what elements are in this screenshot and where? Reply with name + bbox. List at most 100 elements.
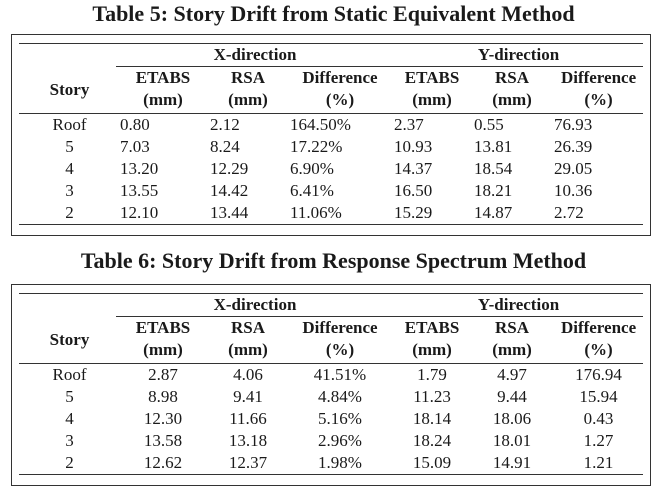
table-row: 5 7.03 8.24 17.22% 10.93 13.81 26.39 xyxy=(19,136,643,158)
table-6-body: Roof 2.87 4.06 41.51% 1.79 4.97 176.94 5 8.98 9.4… xyxy=(19,364,644,475)
value-cell: 11.66 xyxy=(229,409,267,428)
x-direction-header: X-direction xyxy=(116,293,391,317)
table-5-body: Roof 0.80 2.12 164.50% 2.37 0.55 76.93 5 7.03 8.2… xyxy=(19,114,644,225)
value-cell: 18.54 xyxy=(474,159,513,178)
story-cell: 4 xyxy=(65,159,74,178)
value-cell: 4.06 xyxy=(233,365,263,384)
value-cell: 76.93 xyxy=(554,115,593,134)
table-row: Roof 0.80 2.12 164.50% 2.37 0.55 76.93 xyxy=(19,114,643,137)
story-cell: 2 xyxy=(19,202,116,225)
value-cell: 1.98% xyxy=(286,452,391,475)
value-cell: 13.58 xyxy=(143,431,183,450)
value-cell: 164.50% xyxy=(290,115,351,134)
story-cell: 4 xyxy=(65,409,74,428)
value-cell: 10.36 xyxy=(554,181,593,200)
value-cell: 11.23 xyxy=(413,387,451,406)
value-cell: 8.98 xyxy=(148,387,178,406)
value-cell: 18.06 xyxy=(492,409,532,428)
column-header: RSA (mm) xyxy=(206,316,286,364)
value-cell: 2.96% xyxy=(318,431,362,450)
table-row: 4 12.30 11.66 5.16% 18.14 18.06 0.43 xyxy=(19,408,643,430)
column-header: RSA (mm) xyxy=(470,66,551,114)
value-cell: 15.09 xyxy=(390,452,471,475)
value-cell: 6.90% xyxy=(290,159,334,178)
story-header: Story xyxy=(19,66,116,114)
column-header: ETABS (mm) xyxy=(390,66,471,114)
value-cell: 29.05 xyxy=(554,159,593,178)
column-header: ETABS (mm) xyxy=(390,316,471,364)
value-cell: 14.91 xyxy=(470,452,551,475)
story-cell: 3 xyxy=(65,431,74,450)
value-cell: 18.01 xyxy=(492,431,532,450)
table-6-frame: X-direction Y-direction Story ETABS (mm) … xyxy=(11,284,651,486)
value-cell: 12.10 xyxy=(116,202,206,225)
value-cell: 13.20 xyxy=(120,159,159,178)
table-6-caption: Table 6: Story Drift from Response Spect… xyxy=(80,248,587,273)
value-cell: 13.44 xyxy=(206,202,286,225)
value-cell: 0.55 xyxy=(474,115,504,134)
column-header: Difference (%) xyxy=(286,316,391,364)
column-header: RSA (mm) xyxy=(206,66,286,114)
value-cell: 4.97 xyxy=(497,365,527,384)
value-cell: 6.41% xyxy=(290,181,334,200)
value-cell: 13.55 xyxy=(120,181,159,200)
value-cell: 4.84% xyxy=(318,387,362,406)
table-row: Roof 2.87 4.06 41.51% 1.79 4.97 176.94 xyxy=(19,364,643,387)
value-cell: 15.29 xyxy=(390,202,471,225)
column-header: Difference (%) xyxy=(550,316,644,364)
value-cell: 14.87 xyxy=(470,202,551,225)
value-cell: 12.37 xyxy=(206,452,286,475)
value-cell: 1.79 xyxy=(417,365,447,384)
value-cell: 15.94 xyxy=(579,387,618,406)
value-cell: 9.44 xyxy=(497,387,527,406)
value-cell: 26.39 xyxy=(554,137,593,156)
value-cell: 2.37 xyxy=(394,115,424,134)
value-cell: 7.03 xyxy=(120,137,150,156)
corner-cell xyxy=(19,43,116,67)
column-header: Difference (%) xyxy=(286,66,391,114)
value-cell: 14.42 xyxy=(210,181,249,200)
value-cell: 1.21 xyxy=(550,452,644,475)
x-direction-header: X-direction xyxy=(116,43,391,67)
value-cell: 2.72 xyxy=(550,202,644,225)
story-cell: 5 xyxy=(65,387,74,406)
value-cell: 1.27 xyxy=(583,431,614,450)
value-cell: 2.12 xyxy=(210,115,240,134)
story-cell: 5 xyxy=(65,137,74,156)
table-row: 3 13.58 13.18 2.96% 18.24 18.01 1.27 xyxy=(19,430,643,452)
value-cell: 18.14 xyxy=(412,409,452,428)
value-cell: 9.41 xyxy=(233,387,263,406)
value-cell: 11.06% xyxy=(286,202,391,225)
column-header: ETABS (mm) xyxy=(116,316,206,364)
table-5-caption: Table 5: Story Drift from Static Equival… xyxy=(92,1,575,26)
value-cell: 0.43 xyxy=(583,409,614,428)
table-row: 2 12.10 13.44 11.06% 15.29 14.87 2.72 xyxy=(19,202,644,225)
column-header: Difference (%) xyxy=(550,66,644,114)
y-direction-header: Y-direction xyxy=(390,43,644,67)
column-header: ETABS (mm) xyxy=(116,66,206,114)
table-row: 3 13.55 14.42 6.41% 16.50 18.21 10.36 xyxy=(19,180,643,202)
value-cell: 13.81 xyxy=(474,137,513,156)
table-5-frame: X-direction Y-direction Story ETABS (mm) … xyxy=(11,34,651,236)
story-cell: 2 xyxy=(19,452,116,475)
value-cell: 18.24 xyxy=(412,431,452,450)
value-cell: 10.93 xyxy=(394,137,433,156)
table-6: X-direction Y-direction Story ETABS (mm) … xyxy=(19,293,644,475)
corner-cell xyxy=(19,293,116,317)
table-5: X-direction Y-direction Story ETABS (mm) … xyxy=(19,43,644,225)
value-cell: 41.51% xyxy=(313,365,367,384)
value-cell: 176.94 xyxy=(575,365,622,384)
value-cell: 5.16% xyxy=(318,409,362,428)
y-direction-header: Y-direction xyxy=(390,293,644,317)
table-row: 5 8.98 9.41 4.84% 11.23 9.44 15.94 xyxy=(19,386,643,408)
story-cell: Roof xyxy=(52,115,87,134)
story-cell: 3 xyxy=(65,181,74,200)
value-cell: 14.37 xyxy=(394,159,433,178)
table-row: 4 13.20 12.29 6.90% 14.37 18.54 29.05 xyxy=(19,158,643,180)
story-cell: Roof xyxy=(52,365,87,384)
value-cell: 16.50 xyxy=(394,181,433,200)
value-cell: 8.24 xyxy=(210,137,240,156)
value-cell: 12.29 xyxy=(210,159,249,178)
value-cell: 18.21 xyxy=(474,181,513,200)
column-header: RSA (mm) xyxy=(470,316,551,364)
